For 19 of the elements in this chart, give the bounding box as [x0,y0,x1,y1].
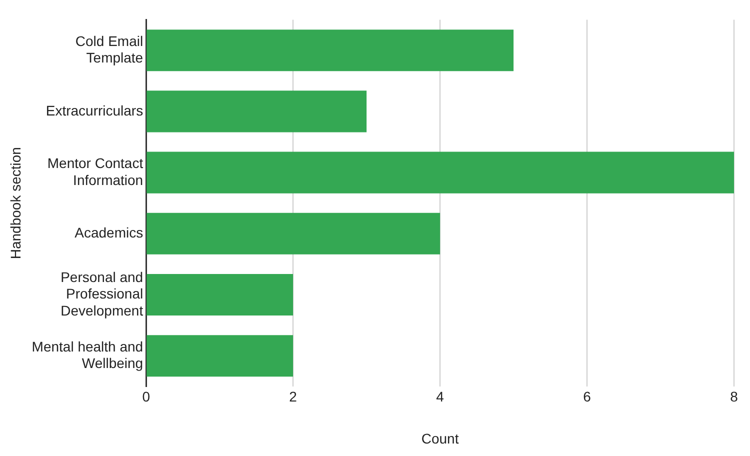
y-tick-label: Cold Email Template [75,32,144,66]
y-tick-label: Personal and Professional Development [60,268,144,318]
y-axis-title: Handbook section [7,147,24,260]
bar [146,274,294,316]
bar [146,212,440,254]
bar [146,30,514,72]
x-tick-label: 6 [583,388,592,405]
x-tick-label: 2 [289,388,298,405]
y-tick-label: Mentor Contact Information [47,155,144,188]
x-axis-title: Count [421,430,459,446]
y-tick-label: Academics [74,224,144,241]
x-tick-label: 0 [142,388,150,405]
x-tick-label: 8 [730,388,738,405]
y-tick-label: Mental health and Wellbeing [32,338,144,372]
bar [146,335,294,377]
bar [146,90,367,132]
y-tick-label: Extracurriculars [46,102,144,118]
x-tick-label: 4 [436,388,444,405]
bar [146,152,734,194]
